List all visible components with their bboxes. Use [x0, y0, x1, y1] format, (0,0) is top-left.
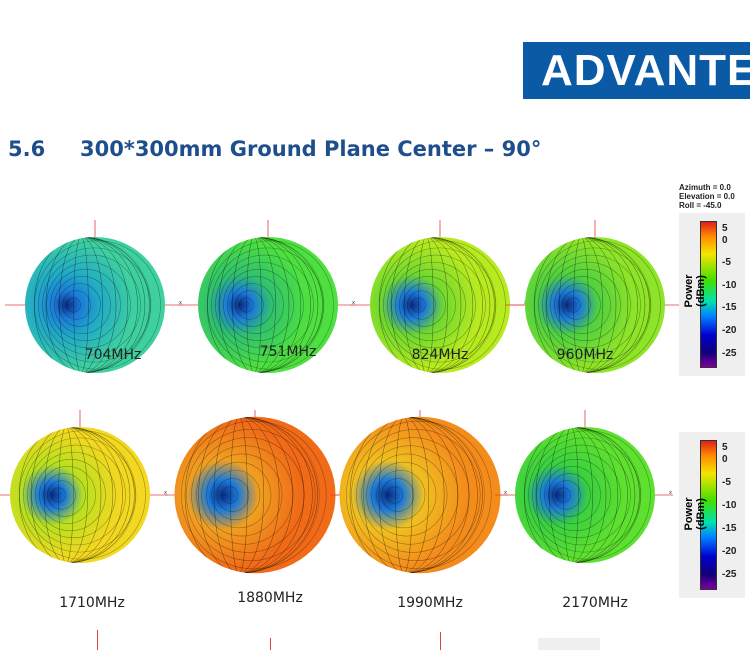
colorbar-3-partial — [538, 638, 600, 650]
radiation-pattern-3d: y x — [165, 410, 345, 580]
colorbar-tick: -5 — [722, 477, 731, 489]
frequency-label: 704MHz — [84, 347, 142, 363]
radiation-pattern-3d: y x — [0, 410, 170, 580]
colorbar-tick: 0 — [722, 234, 728, 246]
view-angles: Azimuth = 0.0 Elevation = 0.0 Roll = -45… — [679, 183, 735, 210]
y-axis-partial — [440, 632, 441, 650]
roll-text: Roll = -45.0 — [679, 201, 722, 210]
colorbar-2: Power (dBm) 5 0 -5 -10 -15 -20 -25 — [679, 432, 745, 598]
colorbar-1: Power (dBm) 5 0 -5 -10 -15 -20 -25 — [679, 213, 745, 376]
svg-text:x: x — [179, 300, 182, 306]
frequency-label: 2170MHz — [562, 595, 628, 611]
radiation-pattern-3d: y x — [5, 220, 185, 390]
radiation-pattern-3d: y x — [330, 410, 510, 580]
y-axis-partial — [97, 630, 98, 650]
frequency-label: 1710MHz — [59, 595, 125, 611]
colorbar-tick: -25 — [722, 569, 737, 581]
colorbar-tick: -10 — [722, 500, 737, 512]
y-axis-partial — [270, 638, 271, 650]
radiation-pattern-3d: y x — [350, 220, 530, 390]
colorbar-gradient — [700, 440, 717, 590]
pattern-surface — [515, 427, 655, 563]
colorbar-tick: -5 — [722, 257, 731, 269]
svg-text:x: x — [164, 490, 167, 496]
radiation-pattern-3d: y x — [495, 410, 675, 580]
colorbar-tick: 5 — [722, 223, 728, 234]
frequency-label: 1880MHz — [237, 590, 303, 606]
pattern-surface — [10, 427, 150, 563]
pattern-surface — [25, 237, 165, 373]
colorbar-tick: -15 — [722, 523, 737, 535]
colorbar-gradient — [700, 221, 717, 368]
radiation-pattern-3d: y x — [505, 220, 685, 390]
colorbar-tick: -20 — [722, 325, 737, 337]
svg-text:x: x — [504, 490, 507, 496]
pattern-surface — [370, 237, 510, 373]
pattern-surface — [525, 237, 665, 373]
radiation-pattern-3d: y x — [178, 220, 358, 390]
frequency-label: 960MHz — [556, 347, 614, 363]
colorbar-tick: 5 — [722, 442, 728, 453]
colorbar-tick: -25 — [722, 347, 737, 359]
colorbar-tick: -15 — [722, 302, 737, 314]
colorbar-label: Power (dBm) — [683, 274, 707, 308]
section-title: 300*300mm Ground Plane Center – 90° — [80, 137, 542, 161]
pattern-surface — [339, 416, 501, 574]
frequency-label: 1990MHz — [397, 595, 463, 611]
frequency-label: 824MHz — [411, 347, 469, 363]
section-number: 5.6 — [8, 137, 46, 161]
azimuth-text: Azimuth = 0.0 — [679, 183, 731, 192]
colorbar-tick: -10 — [722, 279, 737, 291]
colorbar-tick: 0 — [722, 454, 728, 465]
svg-text:x: x — [352, 300, 355, 306]
svg-text:x: x — [669, 490, 672, 496]
advantech-logo: ADVANTECH — [523, 42, 750, 99]
colorbar-tick: -20 — [722, 546, 737, 558]
colorbar-label: Power (dBm) — [683, 497, 707, 531]
pattern-surface — [198, 237, 338, 373]
pattern-surface — [174, 416, 336, 574]
frequency-label: 751MHz — [259, 344, 317, 360]
elevation-text: Elevation = 0.0 — [679, 192, 735, 201]
